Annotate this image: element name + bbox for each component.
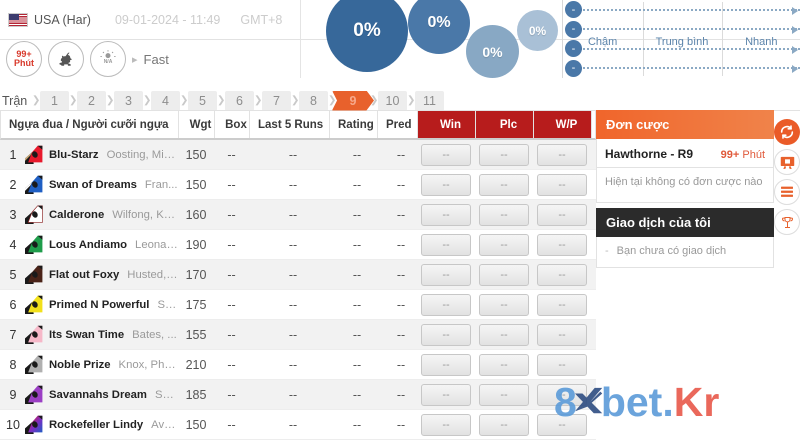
svg-text:N/A: N/A: [104, 59, 113, 65]
